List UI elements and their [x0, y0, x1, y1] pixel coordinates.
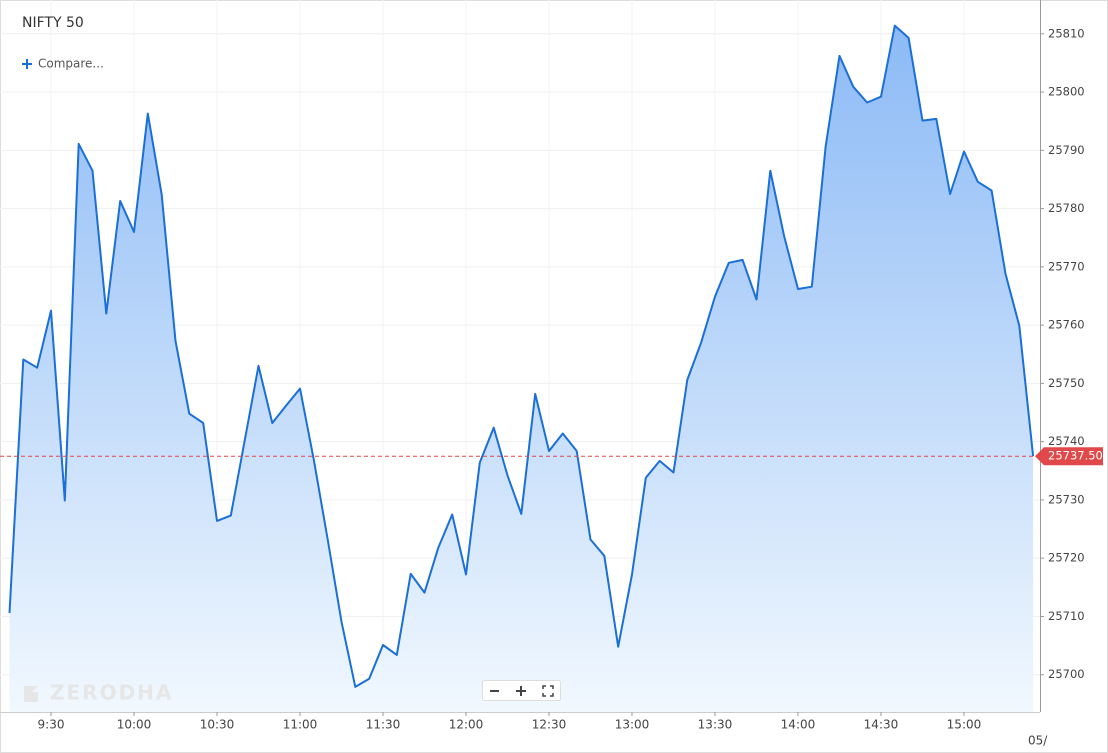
watermark-text: ZERODHA	[50, 681, 173, 705]
y-tick-label: 25720	[1048, 551, 1085, 565]
watermark: ZERODHA	[24, 681, 173, 705]
y-tick-label: 25710	[1048, 609, 1085, 623]
x-tick-label: 10:30	[200, 718, 235, 732]
y-tick-label: 25800	[1048, 85, 1085, 99]
y-tick-label: 25760	[1048, 318, 1085, 332]
last-price-label: 25737.50	[1048, 449, 1103, 463]
y-tick-label: 25770	[1048, 259, 1085, 273]
x-tick-label: 11:30	[366, 718, 401, 732]
date-label: 05/	[1028, 734, 1048, 748]
watermark-icon	[24, 686, 38, 702]
y-tick-label: 25750	[1048, 376, 1085, 390]
x-tick-label: 9:30	[38, 718, 65, 732]
compare-label[interactable]: Compare...	[38, 57, 104, 71]
x-tick-label: 12:00	[449, 718, 484, 732]
y-tick-label: 25810	[1048, 26, 1085, 40]
x-tick-label: 14:00	[781, 718, 816, 732]
zoom-controls	[482, 680, 561, 701]
area-fill	[9, 25, 1034, 713]
y-tick-label: 25780	[1048, 201, 1085, 215]
compare-button[interactable]: Compare...	[22, 57, 104, 71]
y-tick-label: 25730	[1048, 492, 1085, 506]
y-tick-label: 25790	[1048, 143, 1085, 157]
x-tick-label: 14:30	[864, 718, 899, 732]
x-tick-label: 15:00	[947, 718, 982, 732]
x-tick-label: 10:00	[117, 718, 152, 732]
chart-title: NIFTY 50	[22, 15, 84, 31]
fullscreen[interactable]	[542, 685, 554, 697]
y-tick-label: 25740	[1048, 434, 1085, 448]
x-tick-label: 12:30	[532, 718, 567, 732]
x-tick-label: 11:00	[283, 718, 318, 732]
last-price-tag	[1035, 447, 1103, 466]
y-tick-label: 25700	[1048, 667, 1085, 681]
price-line	[8, 24, 1035, 688]
x-tick-label: 13:00	[615, 718, 650, 732]
x-tick-label: 13:30	[698, 718, 733, 732]
